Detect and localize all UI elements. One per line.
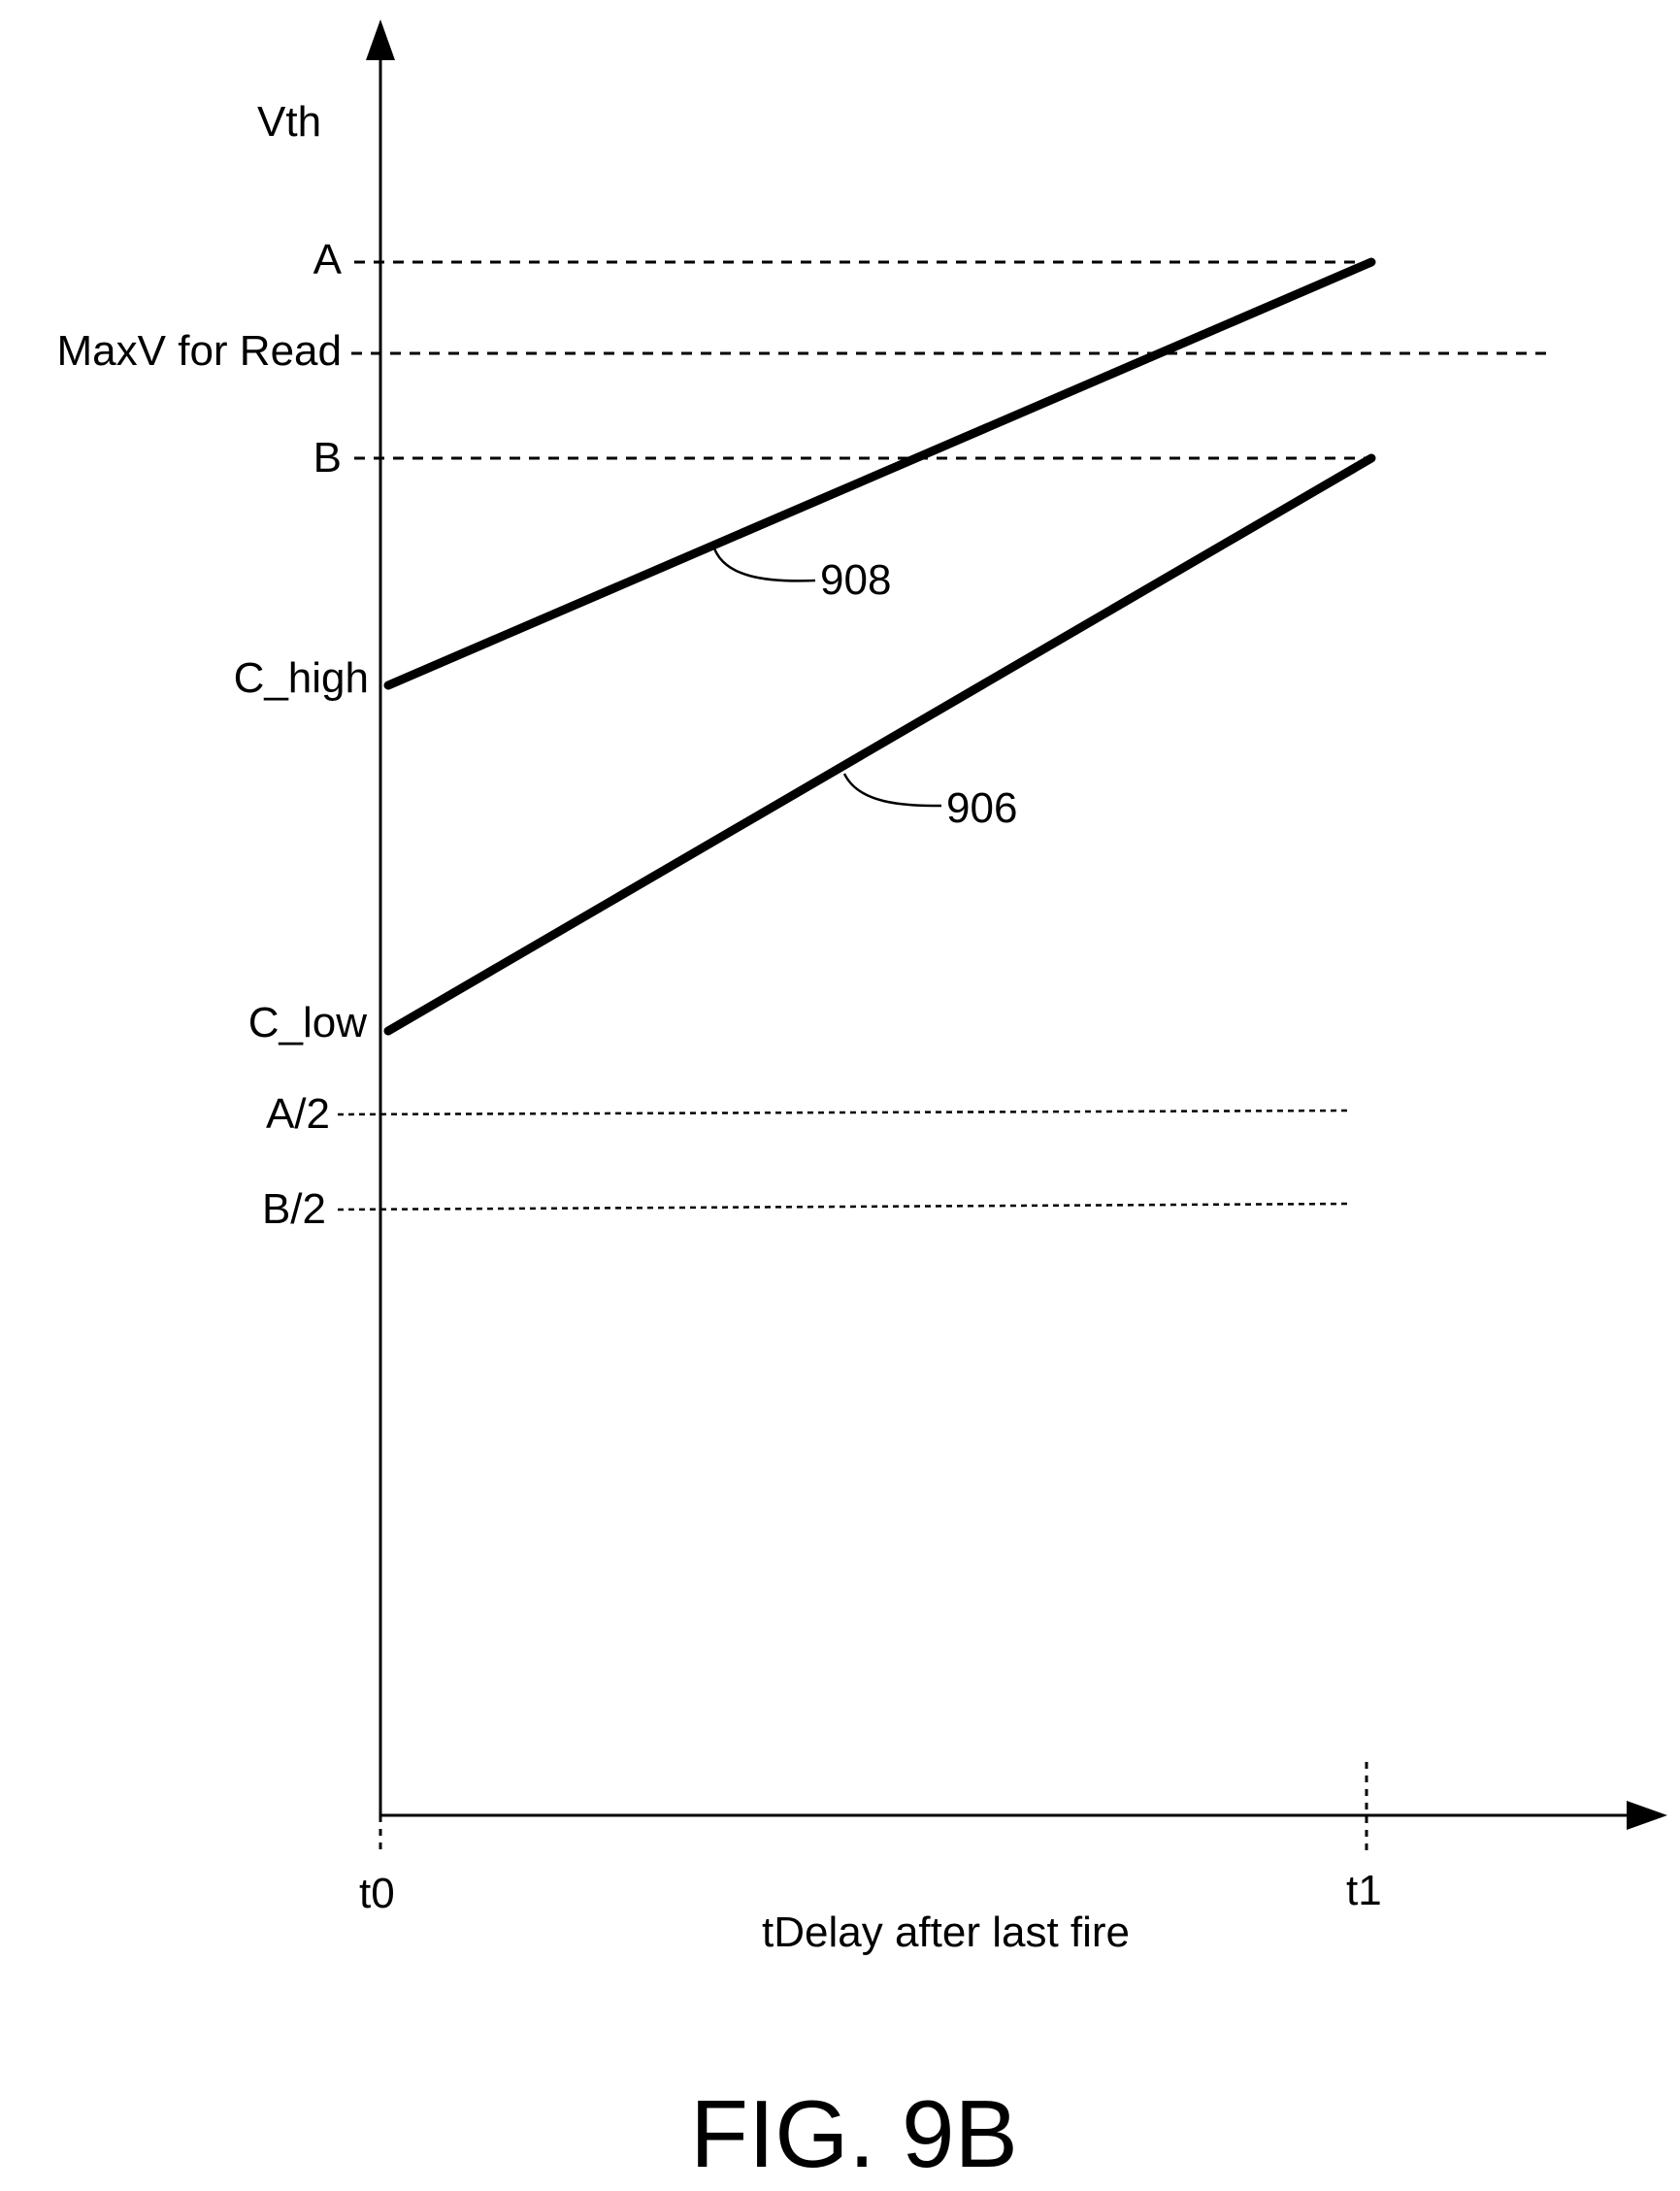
level-label-c-low: C_low bbox=[248, 999, 367, 1046]
x-axis-label: tDelay after last fire bbox=[762, 1909, 1130, 1956]
t1-tick-label: t1 bbox=[1346, 1867, 1382, 1914]
leader-line-908 bbox=[711, 545, 816, 582]
level-line-a-half bbox=[337, 1109, 1350, 1116]
level-label-a-half: A/2 bbox=[266, 1090, 330, 1138]
t0-tick-label: t0 bbox=[359, 1870, 395, 1917]
figure-caption: FIG. 9B bbox=[690, 2080, 1018, 2187]
ref-numeral-906: 906 bbox=[946, 784, 1017, 832]
level-line-b-half bbox=[337, 1202, 1350, 1212]
level-label-a: A bbox=[313, 236, 343, 283]
y-axis-label: Vth bbox=[257, 98, 321, 146]
level-label-b: B bbox=[313, 434, 342, 481]
curve-906 bbox=[383, 453, 1376, 1036]
x-axis-arrow-icon bbox=[1627, 1801, 1667, 1830]
curve-908 bbox=[383, 257, 1376, 690]
ref-numeral-908: 908 bbox=[820, 556, 891, 604]
leader-line-906 bbox=[842, 773, 942, 808]
level-label-maxv-for-read: MaxV for Read bbox=[57, 327, 342, 375]
level-label-b-half: B/2 bbox=[262, 1185, 326, 1233]
y-axis-arrow-icon bbox=[366, 19, 395, 60]
level-label-c-high: C_high bbox=[234, 654, 369, 702]
